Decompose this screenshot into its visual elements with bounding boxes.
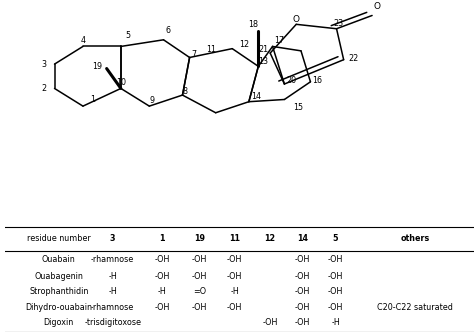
Text: -OH: -OH [295, 255, 310, 264]
Text: Ouabain: Ouabain [42, 255, 75, 264]
Text: 4: 4 [81, 37, 85, 46]
Text: -OH: -OH [227, 303, 242, 312]
Text: 2: 2 [42, 84, 46, 93]
Text: C20-C22 saturated: C20-C22 saturated [377, 303, 453, 312]
Text: -OH: -OH [295, 303, 310, 312]
Text: -OH: -OH [328, 272, 343, 281]
Text: -rhamnose: -rhamnose [91, 255, 134, 264]
Text: -OH: -OH [192, 255, 207, 264]
Text: -OH: -OH [295, 287, 310, 296]
Text: -rhamnose: -rhamnose [91, 303, 134, 312]
Text: -OH: -OH [295, 318, 310, 327]
Text: 9: 9 [149, 96, 154, 105]
Text: -OH: -OH [154, 255, 170, 264]
Text: 3: 3 [42, 60, 46, 69]
Text: 1: 1 [159, 234, 164, 243]
Text: -H: -H [108, 287, 117, 296]
Text: -OH: -OH [227, 272, 242, 281]
Text: -OH: -OH [328, 303, 343, 312]
Text: 23: 23 [334, 19, 344, 28]
Text: 5: 5 [126, 31, 130, 40]
Text: -H: -H [157, 287, 166, 296]
Text: 11: 11 [206, 45, 216, 54]
Text: 1: 1 [90, 95, 95, 104]
Text: -OH: -OH [192, 303, 207, 312]
Text: 13: 13 [258, 57, 268, 66]
Text: 17: 17 [274, 37, 285, 46]
Text: -H: -H [230, 287, 239, 296]
Text: 19: 19 [194, 234, 205, 243]
Text: 3: 3 [110, 234, 116, 243]
Text: 12: 12 [239, 40, 249, 49]
Text: 21: 21 [258, 45, 268, 54]
Text: 16: 16 [312, 76, 323, 85]
Text: 19: 19 [92, 62, 102, 71]
Text: Digoxin: Digoxin [44, 318, 74, 327]
Text: -OH: -OH [328, 255, 343, 264]
Text: 8: 8 [182, 87, 187, 96]
Text: 6: 6 [166, 26, 171, 36]
Text: 7: 7 [192, 50, 197, 59]
Text: -OH: -OH [154, 303, 170, 312]
Text: -OH: -OH [262, 318, 278, 327]
Text: -H: -H [108, 272, 117, 281]
Text: 20: 20 [286, 76, 297, 85]
Text: 11: 11 [229, 234, 240, 243]
Text: residue number: residue number [27, 234, 91, 243]
Text: Ouabagenin: Ouabagenin [34, 272, 83, 281]
Text: -trisdigitoxose: -trisdigitoxose [84, 318, 141, 327]
Text: -OH: -OH [227, 255, 242, 264]
Text: 14: 14 [251, 92, 261, 101]
Text: 18: 18 [248, 20, 259, 29]
Text: 10: 10 [116, 78, 126, 87]
Text: Dihydro-ouabain: Dihydro-ouabain [25, 303, 92, 312]
Text: -OH: -OH [154, 272, 170, 281]
Text: 12: 12 [264, 234, 275, 243]
Text: -OH: -OH [328, 287, 343, 296]
Text: 5: 5 [333, 234, 338, 243]
Text: Strophanthidin: Strophanthidin [29, 287, 88, 296]
Text: O: O [293, 15, 300, 24]
Text: -OH: -OH [295, 272, 310, 281]
Text: others: others [401, 234, 430, 243]
Text: 22: 22 [348, 54, 358, 63]
Text: 15: 15 [293, 103, 304, 112]
Text: =O: =O [193, 287, 206, 296]
Text: -H: -H [331, 318, 340, 327]
Text: O: O [374, 2, 380, 11]
Text: -OH: -OH [192, 272, 207, 281]
Text: 14: 14 [297, 234, 308, 243]
